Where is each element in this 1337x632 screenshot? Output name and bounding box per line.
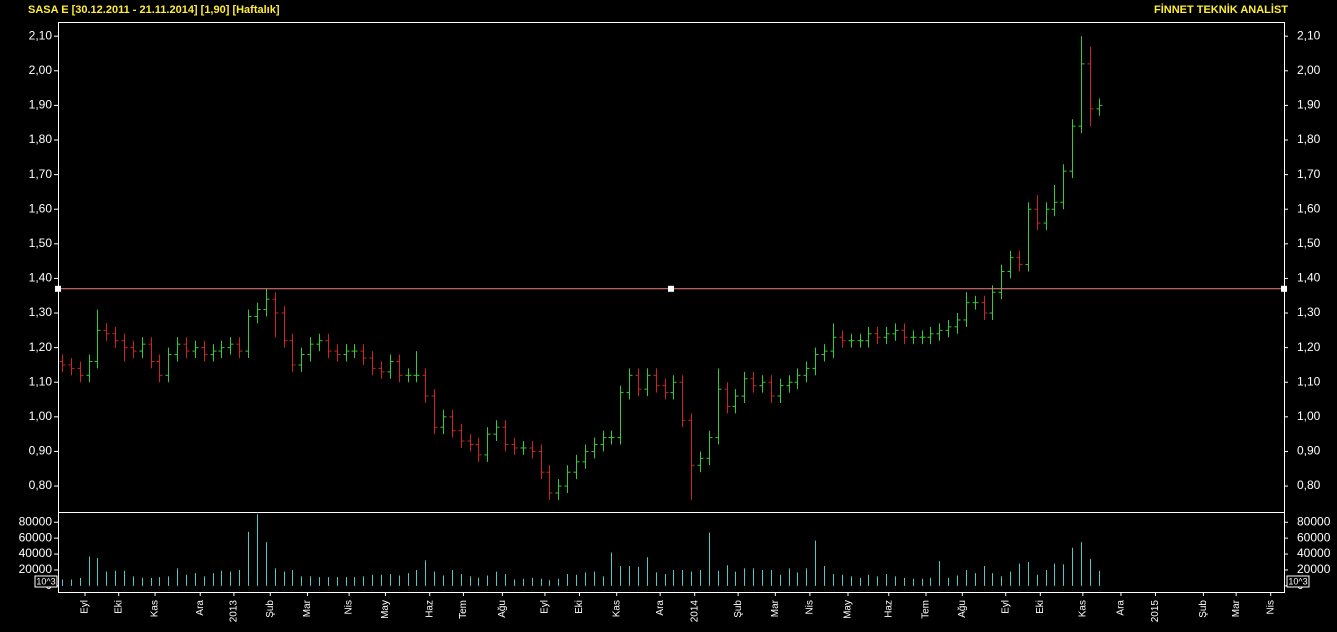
y-tick-label: 1,50: [29, 236, 53, 250]
x-tick-label: May: [380, 600, 391, 619]
x-tick-label: Kas: [150, 600, 161, 617]
y-tick-label: 1,40: [1297, 271, 1321, 285]
y-tick-label: 1,00: [29, 409, 53, 423]
x-tick-label: Eki: [113, 600, 124, 614]
unit-label: 10^3: [1288, 576, 1307, 586]
x-tick-label: Tem: [921, 600, 932, 619]
y-tick-label: 2,10: [1297, 28, 1321, 42]
x-tick-label: Eki: [574, 600, 585, 614]
x-tick-label: Haz: [424, 600, 435, 618]
x-tick-label: Ağu: [497, 600, 508, 618]
x-tick-label: Mar: [770, 599, 781, 617]
unit-label: 10^3: [36, 576, 55, 586]
y-tick-label: 1,20: [29, 340, 53, 354]
x-tick-label: Haz: [883, 600, 894, 618]
unit-box: [1286, 575, 1310, 588]
x-tick-label: 2014: [689, 600, 700, 623]
y-tick-label: 1,90: [1297, 98, 1321, 112]
x-tick-label: Şub: [733, 600, 744, 618]
y-tick-label: 40000: [19, 546, 53, 560]
y-tick-label: 60000: [19, 530, 53, 544]
x-tick-label: 2015: [1150, 600, 1161, 623]
y-tick-label: 20000: [1297, 562, 1331, 576]
chart-title: SASA E [30.12.2011 - 21.11.2014] [1,90] …: [28, 4, 280, 16]
y-tick-label: 1,10: [29, 374, 53, 388]
x-tick-label: Şub: [1198, 600, 1209, 618]
y-tick-label: 1,10: [1297, 374, 1321, 388]
x-tick-label: Nis: [1265, 600, 1276, 614]
y-tick-label: 2,10: [29, 28, 53, 42]
y-tick-label: 1,60: [29, 201, 53, 215]
line-handle: [668, 285, 674, 292]
x-tick-label: May: [843, 600, 854, 619]
y-tick-label: 40000: [1297, 546, 1331, 560]
x-tick-label: Mar: [1231, 599, 1242, 617]
y-tick-label: 1,00: [1297, 409, 1321, 423]
x-tick-label: Tem: [458, 600, 469, 619]
plot-frame: [58, 22, 1285, 593]
y-tick-label: 1,80: [29, 132, 53, 146]
y-tick-label: 60000: [1297, 530, 1331, 544]
x-tick-label: Ara: [655, 600, 666, 616]
y-tick-label: 2,00: [1297, 63, 1321, 77]
y-tick-label: 0,80: [29, 478, 53, 492]
x-tick-label: Ara: [195, 600, 206, 616]
x-tick-label: Nis: [344, 600, 355, 614]
x-tick-label: 2013: [229, 600, 240, 623]
y-tick-label: 0,90: [29, 444, 53, 458]
y-tick-label: 2,00: [29, 63, 53, 77]
line-handle: [1281, 285, 1287, 292]
y-tick-label: 20000: [19, 562, 53, 576]
y-tick-label: 80000: [19, 514, 53, 528]
y-tick-label: 1,70: [1297, 167, 1321, 181]
x-tick-label: Nis: [805, 600, 816, 614]
x-tick-label: Şub: [265, 600, 276, 618]
x-tick-label: Eyl: [540, 600, 551, 614]
y-tick-label: 1,30: [1297, 305, 1321, 319]
y-tick-label: 1,70: [29, 167, 53, 181]
y-tick-label: 1,20: [1297, 340, 1321, 354]
line-handle: [55, 285, 61, 292]
unit-box: [34, 575, 58, 588]
x-tick-label: Ağu: [957, 600, 968, 618]
y-tick-label: 80000: [1297, 514, 1331, 528]
y-tick-label: 0,90: [1297, 444, 1321, 458]
x-tick-label: Mar: [302, 599, 313, 617]
x-tick-label: Eki: [1035, 600, 1046, 614]
x-tick-label: Ara: [1116, 600, 1127, 616]
y-tick-label: 0,80: [1297, 478, 1321, 492]
y-tick-label: 1,30: [29, 305, 53, 319]
y-tick-label: 1,50: [1297, 236, 1321, 250]
x-tick-label: Eyl: [80, 600, 91, 614]
x-tick-label: Kas: [611, 600, 622, 617]
y-tick-label: 1,80: [1297, 132, 1321, 146]
y-tick-label: 1,60: [1297, 201, 1321, 215]
x-tick-label: Kas: [1077, 600, 1088, 617]
brand: FİNNET TEKNİK ANALİST: [1154, 3, 1288, 16]
y-tick-label: 1,40: [29, 271, 53, 285]
y-tick-label: 1,90: [29, 98, 53, 112]
x-tick-label: Eyl: [1000, 600, 1011, 614]
